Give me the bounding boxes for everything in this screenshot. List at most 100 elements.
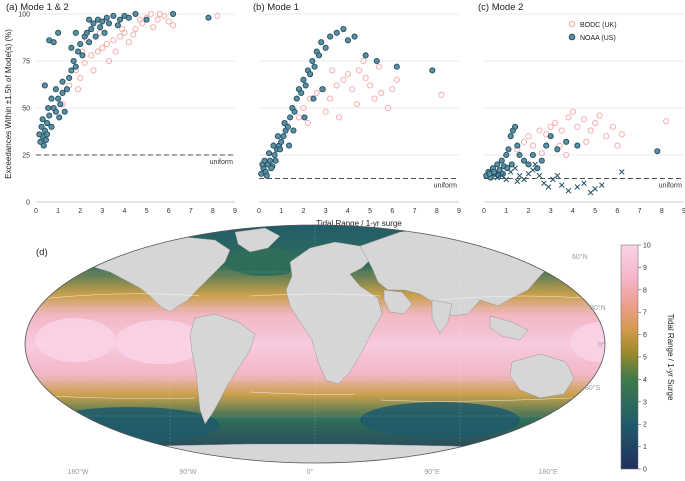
point-b-s1-20 xyxy=(302,82,309,89)
point-c-s0-8 xyxy=(558,127,565,134)
x-tick-b-7: 7 xyxy=(413,208,417,215)
x-tick-c-9: 9 xyxy=(682,208,685,215)
point-c-s1-18 xyxy=(529,151,536,159)
point-a-s1-55 xyxy=(86,16,93,23)
x-tick-c-8: 8 xyxy=(660,208,664,215)
point-a-s0-13 xyxy=(132,25,139,33)
lon-label-0: 0° xyxy=(307,468,314,476)
point-a-s1-45 xyxy=(50,39,57,46)
point-c-s1-26 xyxy=(654,148,661,155)
legend-marker-noaa xyxy=(568,33,576,41)
point-b-s0-8 xyxy=(344,71,351,78)
point-c-s1-25 xyxy=(574,142,581,149)
point-a-s1-26 xyxy=(90,20,97,27)
point-c-s0-17 xyxy=(609,123,616,130)
point-c-s2-4 xyxy=(516,172,523,179)
point-a-s1-32 xyxy=(103,14,110,21)
point-b-s1-33 xyxy=(351,33,358,40)
point-b-s1-30 xyxy=(333,29,340,36)
point-a-s0-16 xyxy=(147,10,155,18)
point-a-s1-57 xyxy=(45,104,52,112)
point-a-s0-10 xyxy=(116,33,124,40)
point-b-s1-32 xyxy=(344,37,351,44)
x-tick-a-7: 7 xyxy=(189,208,193,215)
point-c-s0-9 xyxy=(565,114,572,121)
point-c-s1-11 xyxy=(507,133,514,140)
point-a-s0-32 xyxy=(156,10,163,18)
point-c-s2-10 xyxy=(545,184,552,190)
point-a-s1-2 xyxy=(40,142,47,149)
greenland-land xyxy=(234,227,281,253)
point-a-s1-47 xyxy=(39,116,46,123)
point-c-s1-22 xyxy=(547,133,554,140)
colorbar xyxy=(620,244,639,470)
point-a-s1-7 xyxy=(48,123,55,130)
colorbar-tick-9: 9 xyxy=(643,265,647,272)
point-a-s1-16 xyxy=(68,67,75,74)
lat-label-30s: 30°S xyxy=(585,384,601,392)
point-a-s1-9 xyxy=(52,108,59,115)
point-b-s1-45 xyxy=(274,133,281,140)
point-b-s0-22 xyxy=(438,91,445,98)
point-a-s0-5 xyxy=(88,52,95,59)
point-b-s0-16 xyxy=(389,86,396,93)
point-b-s0-14 xyxy=(378,89,385,97)
point-b-s0-17 xyxy=(393,76,400,83)
point-b-s1-15 xyxy=(291,108,298,115)
x-tick-a-9: 9 xyxy=(233,208,237,215)
point-a-s1-15 xyxy=(66,74,73,81)
point-a-s0-12 xyxy=(125,39,132,46)
point-b-s1-4 xyxy=(267,157,274,164)
point-a-s0-30 xyxy=(214,12,221,19)
x-tick-a-0: 0 xyxy=(34,208,38,215)
point-c-s1-13 xyxy=(512,123,519,130)
point-c-s2-1 xyxy=(503,176,509,183)
point-b-s1-51 xyxy=(310,95,317,102)
point-a-s1-58 xyxy=(56,114,63,121)
australia-land xyxy=(509,353,575,399)
point-c-s2-8 xyxy=(536,172,543,179)
point-c-s0-20 xyxy=(663,118,670,125)
point-b-s1-52 xyxy=(319,86,326,93)
colorbar-tick-0: 0 xyxy=(643,467,647,474)
point-a-s1-38 xyxy=(125,14,132,21)
point-a-s1-54 xyxy=(72,29,79,36)
x-tick-b-5: 5 xyxy=(368,208,372,215)
point-a-s1-49 xyxy=(42,136,50,144)
point-b-s1-50 xyxy=(301,114,308,121)
point-c-s0-11 xyxy=(574,123,581,130)
colorbar-ticks: 0 1 2 3 4 5 6 7 8 9 10 xyxy=(638,243,651,474)
point-a-s1-0 xyxy=(37,138,44,145)
panel-c-mode-2: (c) Mode 2 0 1 2 3 4 5 6 7 8 9 uniform xyxy=(478,2,685,215)
point-c-s1-7 xyxy=(498,157,505,164)
y-tick-a-50: 50 xyxy=(22,106,30,113)
point-c-s2-20 xyxy=(619,169,625,175)
point-b-s0-25 xyxy=(375,63,383,70)
point-a-s1-14 xyxy=(63,86,71,93)
point-c-s0-14 xyxy=(592,119,599,127)
point-c-s2-23 xyxy=(494,174,501,181)
panel-a-mode-1-2: (a) Mode 1 & 2 0 1 2 3 4 5 6 7 8 9 0 25 50 75 100 unifor… xyxy=(6,2,237,215)
legend: BODC (UK) NOAA (US) xyxy=(568,20,617,42)
point-a-s1-51 xyxy=(52,86,59,93)
point-a-s0-23 xyxy=(74,86,82,93)
point-b-s1-29 xyxy=(327,33,334,40)
uniform-label-b: uniform xyxy=(434,183,458,190)
point-a-s1-29 xyxy=(97,24,104,31)
colorbar-tick-3: 3 xyxy=(643,399,647,406)
ocean-high-west-pacific xyxy=(570,322,605,362)
point-c-s0-18 xyxy=(614,142,621,149)
x-tick-b-9: 9 xyxy=(457,208,461,215)
point-b-s1-36 xyxy=(393,63,400,70)
x-tick-b-2: 2 xyxy=(301,208,305,215)
ocean-low-north-atlantic xyxy=(225,248,305,276)
x-tick-c-2: 2 xyxy=(526,208,530,215)
point-a-s1-20 xyxy=(77,41,84,48)
colorbar-tick-10: 10 xyxy=(643,243,651,250)
point-c-s1-28 xyxy=(490,168,498,175)
x-tick-b-1: 1 xyxy=(279,208,283,215)
panel-title-a: (a) Mode 1 & 2 xyxy=(6,2,69,13)
point-b-s1-41 xyxy=(265,150,273,157)
point-c-s1-6 xyxy=(496,166,503,174)
point-a-s1-31 xyxy=(101,29,108,36)
